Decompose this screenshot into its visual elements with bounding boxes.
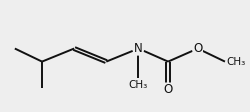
- Text: O: O: [193, 42, 202, 55]
- Text: CH₃: CH₃: [226, 57, 246, 67]
- Text: O: O: [164, 83, 173, 96]
- Text: CH₃: CH₃: [129, 80, 148, 90]
- Text: N: N: [134, 42, 143, 55]
